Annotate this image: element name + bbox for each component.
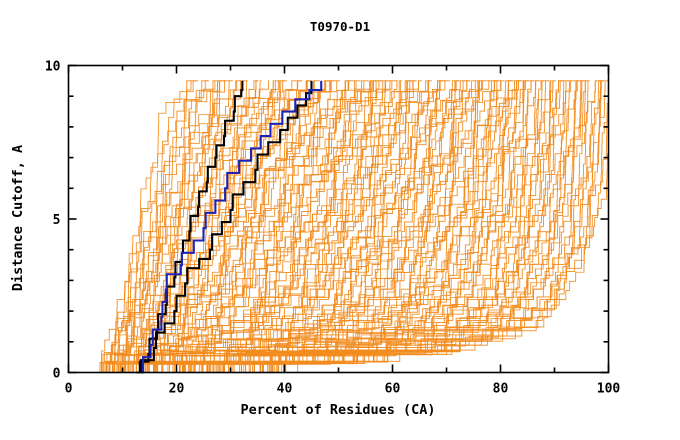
- model-curve: [154, 80, 541, 373]
- model-curve: [156, 80, 578, 373]
- model-curve: [121, 80, 401, 373]
- model-curve: [165, 80, 586, 373]
- highlight-curve-reference-blue: [140, 80, 323, 374]
- y-axis-label: Distance Cutoff, A: [10, 145, 26, 291]
- model-curve: [105, 80, 340, 373]
- model-curve: [126, 80, 442, 373]
- model-curve: [120, 80, 411, 373]
- model-curve: [104, 80, 238, 373]
- model-curve: [159, 80, 564, 373]
- model-curve: [101, 80, 197, 373]
- model-curve: [162, 80, 601, 373]
- model-curve: [106, 80, 332, 373]
- model-curve: [110, 80, 327, 373]
- model-curve: [123, 80, 411, 373]
- y-tick-label: 5: [53, 213, 61, 228]
- model-curve: [170, 80, 609, 373]
- model-curve: [118, 80, 373, 373]
- model-curve: [169, 80, 597, 373]
- model-curve: [161, 80, 571, 373]
- model-curve: [119, 80, 383, 373]
- x-tick-label: 60: [385, 382, 401, 397]
- model-curve: [148, 80, 534, 373]
- model-curve: [99, 80, 193, 373]
- x-tick-label: 20: [169, 382, 185, 397]
- x-tick-label: 0: [65, 382, 73, 397]
- model-curve: [168, 80, 588, 373]
- model-curve: [156, 80, 585, 373]
- model-curve: [100, 80, 262, 373]
- page-title: T0970-D1: [310, 19, 370, 34]
- axis-ticks: 0 20 40 60 80 100 0 5 10: [45, 60, 621, 397]
- model-curve: [99, 80, 210, 373]
- model-curve: [138, 80, 480, 373]
- x-tick-label: 100: [597, 382, 621, 397]
- model-curve: [114, 80, 370, 373]
- model-curve: [123, 80, 456, 373]
- model-curve: [107, 80, 258, 373]
- model-curve: [96, 80, 219, 373]
- model-curve: [124, 80, 398, 373]
- highlight-curves-layer: [136, 80, 323, 374]
- x-tick-label: 40: [277, 382, 293, 397]
- highlight-curve-reference-black-2: [136, 80, 313, 374]
- model-curve: [152, 80, 550, 373]
- model-curve: [103, 80, 286, 373]
- model-curve: [151, 80, 529, 373]
- model-curve: [151, 80, 548, 373]
- model-curve: [128, 80, 478, 373]
- model-curve: [123, 80, 441, 373]
- model-curve: [147, 80, 538, 373]
- model-curve: [124, 80, 414, 373]
- model-curve: [116, 80, 398, 373]
- model-curve: [108, 80, 337, 373]
- model-curve: [109, 80, 379, 373]
- y-tick-label: 10: [45, 60, 61, 75]
- model-curve: [114, 80, 386, 373]
- model-curve: [161, 80, 590, 373]
- x-axis-label: Percent of Residues (CA): [240, 402, 435, 418]
- model-curve: [98, 80, 208, 373]
- model-curve: [161, 80, 570, 373]
- model-curve: [117, 80, 383, 373]
- model-curve: [170, 80, 609, 373]
- model-curve: [126, 80, 417, 373]
- x-tick-label: 80: [493, 382, 509, 397]
- model-curve: [129, 80, 459, 373]
- model-curve: [142, 80, 514, 373]
- model-curve: [159, 80, 588, 373]
- y-tick-label: 0: [53, 367, 61, 382]
- model-curve: [143, 80, 513, 373]
- model-curve: [107, 80, 307, 373]
- model-curve: [136, 80, 497, 373]
